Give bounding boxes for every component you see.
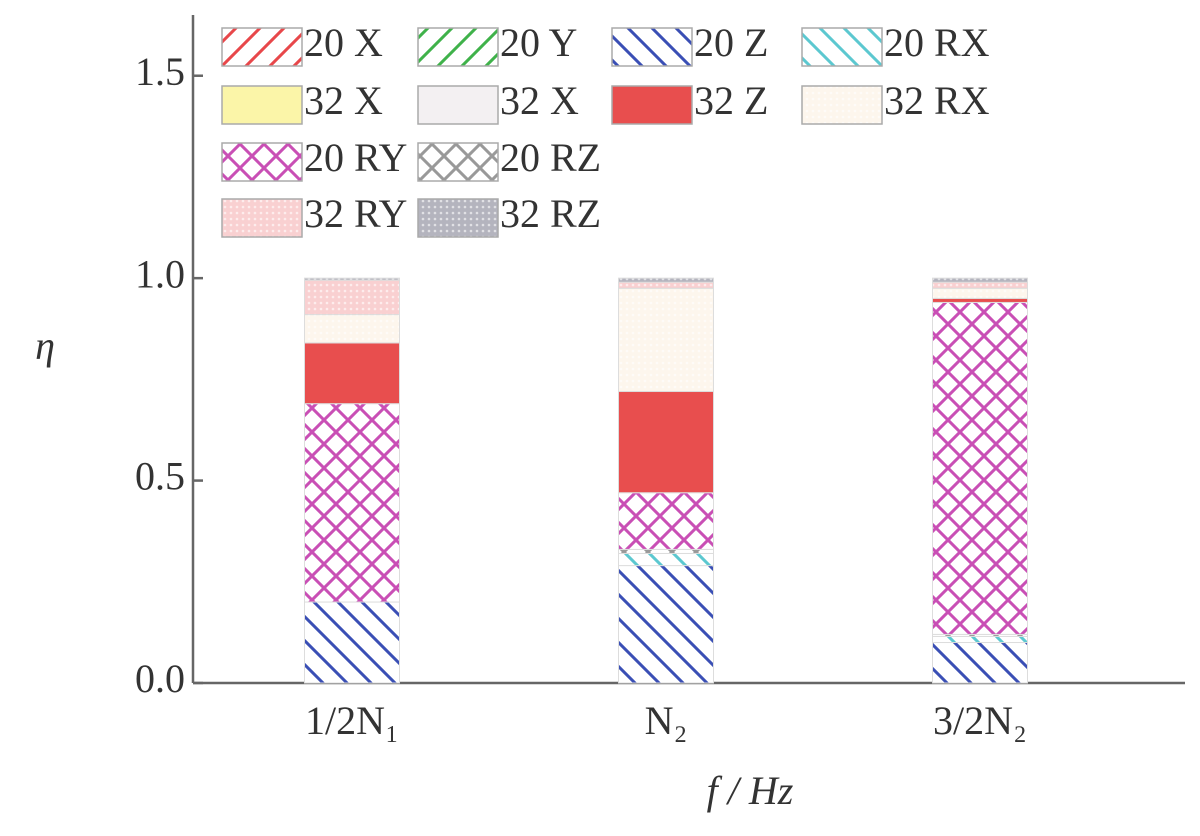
bar-segment [932,301,1028,635]
bar-segment [304,342,400,405]
y-tick-label: 1.0 [135,251,185,296]
bar-segment [304,601,400,684]
legend-swatch [417,198,499,238]
bar-segment [304,314,400,344]
bar-segment [304,403,400,603]
legend-swatch [801,85,883,125]
bar-segment [932,297,1028,303]
legend-swatch [221,198,303,238]
legend-label: 32 X [304,78,383,123]
bar-segment [932,287,1028,299]
legend-label: 32 RX [884,78,990,123]
legend-swatch [611,27,693,67]
legend-label: 32 X [500,78,579,123]
legend-swatch [221,142,303,182]
bar-segment [618,277,714,283]
legend-swatch [417,85,499,125]
bar-segment [932,277,1028,283]
x-axis-label: f / Hz [707,768,794,813]
y-tick-label: 0.0 [135,656,185,701]
legend-label: 20 Z [694,20,768,65]
bar-segment [932,281,1028,289]
legend-label: 32 Z [694,78,768,123]
x-tick-label: N₂ [645,698,688,743]
legend-label: 20 RY [304,135,407,180]
legend-label: 20 RX [884,20,990,65]
bar-segment [618,565,714,684]
y-tick-label: 1.5 [135,49,185,94]
legend-label: 20 X [304,20,383,65]
legend-swatch [611,85,693,125]
bar-segment [932,635,1028,644]
bar-segment [618,552,714,567]
legend-swatch [221,85,303,125]
legend-swatch [417,27,499,67]
bar-segment [304,277,400,281]
bar-segment [618,391,714,494]
legend-swatch [221,27,303,67]
legend-label: 32 RZ [500,191,601,236]
bar-segment [932,642,1028,684]
bar-segment [618,492,714,550]
x-tick-label: 1/2N₁ [305,698,399,743]
legend-swatch [801,27,883,67]
x-tick-label: 3/2N₂ [933,698,1027,743]
legend-label: 20 Y [500,20,577,65]
bar-segment [304,279,400,316]
legend-label: 32 RY [304,191,407,236]
bar-segment [618,548,714,554]
legend-swatch [417,142,499,182]
y-axis-label: η [35,323,55,368]
bar-segment [618,287,714,393]
y-tick-label: 0.5 [135,454,185,499]
bar-segment [618,281,714,289]
legend-label: 20 RZ [500,135,601,180]
